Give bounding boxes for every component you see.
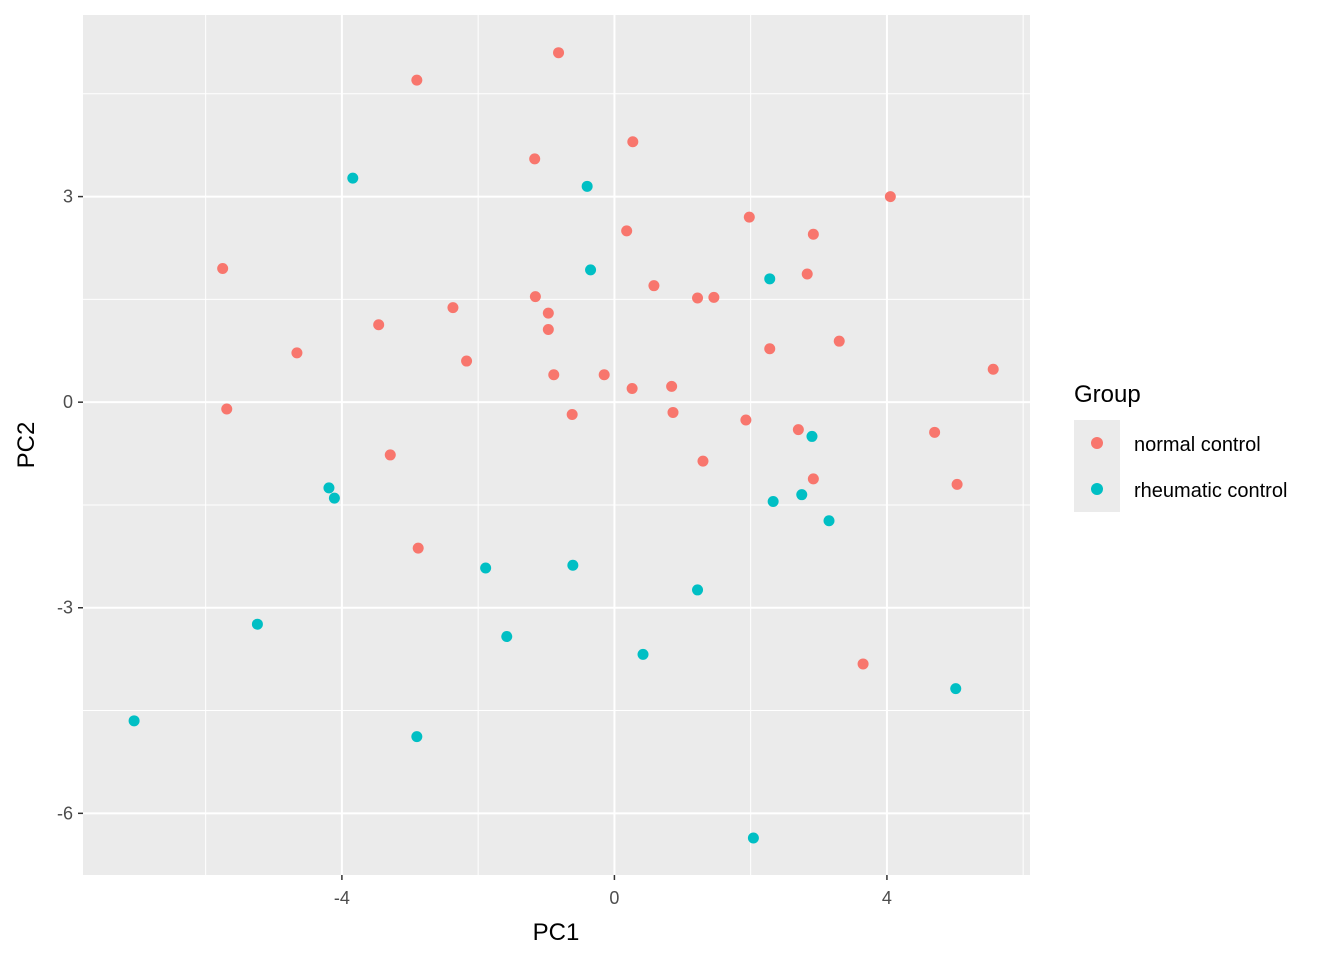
point-normal-control xyxy=(807,228,819,240)
point-rheumatic-control xyxy=(323,482,335,494)
point-normal-control xyxy=(987,363,999,375)
point-rheumatic-control xyxy=(637,648,649,660)
point-normal-control xyxy=(667,406,679,418)
y-tick-label: 3 xyxy=(63,187,73,207)
point-rheumatic-control xyxy=(823,515,835,527)
point-normal-control xyxy=(217,263,229,275)
point-rheumatic-control xyxy=(480,562,492,574)
x-tick-label: 0 xyxy=(609,888,619,908)
legend: Group normal control rheumatic control xyxy=(1074,381,1287,512)
point-normal-control xyxy=(740,414,752,426)
point-rheumatic-control xyxy=(585,264,597,276)
y-axis-ticks: -6 -3 0 3 xyxy=(57,187,83,823)
y-tick-label: -6 xyxy=(57,803,73,823)
point-normal-control xyxy=(566,409,578,421)
point-normal-control xyxy=(743,211,755,223)
major-gridlines xyxy=(83,15,1030,875)
point-normal-control xyxy=(373,319,385,331)
point-rheumatic-control xyxy=(692,584,704,596)
point-normal-control xyxy=(627,136,639,148)
point-rheumatic-control xyxy=(411,731,423,743)
point-normal-control xyxy=(708,291,720,303)
point-rheumatic-control xyxy=(796,489,808,501)
point-rheumatic-control xyxy=(128,715,140,727)
point-rheumatic-control xyxy=(581,180,593,192)
point-normal-control xyxy=(801,268,813,280)
point-normal-control xyxy=(529,153,541,165)
x-tick-label: 4 xyxy=(882,888,892,908)
point-normal-control xyxy=(529,291,541,303)
point-normal-control xyxy=(692,292,704,304)
point-normal-control xyxy=(461,355,473,367)
point-rheumatic-control xyxy=(950,683,962,695)
y-axis-title: PC2 xyxy=(13,422,40,469)
point-normal-control xyxy=(412,542,424,554)
minor-gridlines xyxy=(83,15,1030,917)
point-normal-control xyxy=(384,449,396,461)
point-rheumatic-control xyxy=(567,559,579,571)
point-normal-control xyxy=(598,369,610,381)
y-tick-label: -3 xyxy=(57,598,73,618)
point-normal-control xyxy=(792,424,804,436)
point-normal-control xyxy=(666,380,678,392)
point-rheumatic-control xyxy=(328,492,340,504)
point-rheumatic-control xyxy=(251,618,263,630)
point-normal-control xyxy=(548,369,560,381)
point-normal-control xyxy=(697,455,709,467)
x-axis-title: PC1 xyxy=(533,919,580,946)
panel-background xyxy=(83,15,1030,875)
point-rheumatic-control xyxy=(767,496,779,508)
point-normal-control xyxy=(764,343,776,355)
point-normal-control xyxy=(542,307,554,319)
legend-key-normal-control xyxy=(1091,437,1103,449)
legend-key-rheumatic-control xyxy=(1091,483,1103,495)
point-rheumatic-control xyxy=(501,631,513,643)
point-normal-control xyxy=(807,473,819,485)
y-tick-label: 0 xyxy=(63,392,73,412)
point-normal-control xyxy=(411,74,423,86)
point-normal-control xyxy=(221,403,233,415)
point-normal-control xyxy=(626,382,638,394)
legend-label-normal-control: normal control xyxy=(1134,434,1261,456)
point-rheumatic-control xyxy=(764,273,776,285)
point-normal-control xyxy=(621,225,633,237)
point-normal-control xyxy=(857,658,869,670)
point-rheumatic-control xyxy=(806,430,818,442)
point-normal-control xyxy=(542,324,554,336)
point-normal-control xyxy=(884,191,896,203)
point-rheumatic-control xyxy=(747,832,759,844)
point-normal-control xyxy=(833,335,845,347)
legend-title: Group xyxy=(1074,381,1141,408)
x-tick-label: -4 xyxy=(334,888,350,908)
legend-label-rheumatic-control: rheumatic control xyxy=(1134,480,1287,502)
x-axis-ticks: -4 0 4 xyxy=(334,875,892,908)
point-normal-control xyxy=(291,347,303,359)
point-normal-control xyxy=(447,302,459,314)
point-normal-control xyxy=(929,426,941,438)
point-normal-control xyxy=(553,47,565,59)
point-normal-control xyxy=(648,280,660,292)
data-points xyxy=(128,47,999,844)
point-normal-control xyxy=(951,478,963,490)
point-rheumatic-control xyxy=(347,172,359,184)
